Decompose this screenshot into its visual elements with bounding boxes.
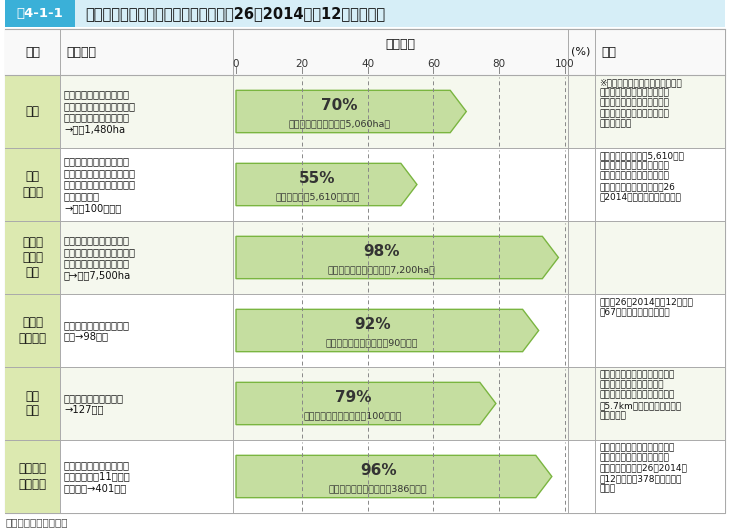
Text: ※津波被災農地については、「農
業・農村の復興マスタープラ
ン」に基づき、被災農地の営
農再開に向けて、農地復旧や
除塩を実施中: ※津波被災農地については、「農 業・農村の復興マスタープラ ン」に基づき、被災農… — [599, 78, 682, 129]
Text: 96%: 96% — [360, 463, 396, 478]
Text: 資料：農林水産省作成: 資料：農林水産省作成 — [5, 517, 67, 527]
Text: ６県（青森県、岩手県、
宮城県、福島県、茨城県、
千葉県）の津波被災農地
→２万1,480ha: ６県（青森県、岩手県、 宮城県、福島県、茨城県、 千葉県）の津波被災農地 →２万… — [64, 89, 136, 134]
Text: 100: 100 — [556, 59, 575, 69]
Text: 復旧が必要な農地海岸
→127地区: 復旧が必要な農地海岸 →127地区 — [64, 393, 124, 414]
Text: ・平成26（2014）年12月まで
に67か所で本格復旧が完了: ・平成26（2014）年12月まで に67か所で本格復旧が完了 — [599, 297, 693, 316]
Bar — [5, 75, 60, 148]
Text: 98%: 98% — [363, 244, 399, 259]
Text: 農業
経営体: 農業 経営体 — [22, 170, 43, 199]
Text: （がれき撤去済み：１万7,200ha）: （がれき撤去済み：１万7,200ha） — [327, 265, 435, 274]
Polygon shape — [236, 236, 558, 279]
Polygon shape — [236, 310, 539, 352]
Polygon shape — [236, 455, 552, 498]
Bar — [60, 221, 725, 294]
Text: （経営再開：5,610経営体）: （経営再開：5,610経営体） — [275, 192, 360, 201]
Text: 0: 0 — [233, 59, 239, 69]
Text: 主要な
排水機場: 主要な 排水機場 — [18, 316, 47, 345]
Bar — [5, 221, 60, 294]
Polygon shape — [236, 382, 496, 425]
Text: (%): (%) — [571, 47, 591, 57]
Text: 農地・農業用施設等の復旧状況（平成26（2014）年12月末現在）: 農地・農業用施設等の復旧状況（平成26（2014）年12月末現在） — [85, 6, 385, 21]
Text: 60: 60 — [427, 59, 440, 69]
Text: ・農地海岸については、おおむ
ね５年での復旧を目指す。
・太平洋に面する直轄代行区間
約5.7kmのうち、８割の堤防
復旧が完了: ・農地海岸については、おおむ ね５年での復旧を目指す。 ・太平洋に面する直轄代行… — [599, 370, 681, 421]
Bar — [60, 148, 725, 221]
Text: （営農再開可能：１万5,060ha）: （営農再開可能：１万5,060ha） — [288, 119, 391, 128]
Bar — [5, 148, 60, 221]
Text: 被害のあった青森県から
長野県までの11県の被
災地区数→401地区: 被害のあった青森県から 長野県までの11県の被 災地区数→401地区 — [64, 460, 131, 493]
Text: 被害状況: 被害状況 — [66, 46, 96, 58]
Text: 進捗状況: 進捗状況 — [385, 38, 415, 50]
Text: （復旧完了又は実施中：386地区）: （復旧完了又は実施中：386地区） — [328, 484, 428, 493]
Text: 農業集落
排水施設: 農業集落 排水施設 — [18, 463, 47, 491]
Bar — [5, 440, 60, 513]
Text: 40: 40 — [361, 59, 374, 69]
Text: ・経営を再開した約5,610経営
体は、農業生産過程の対象作
業又はその準備を一部でも再
開した経営体を含む（平成26
（2014）年２月１日時点）。: ・経営を再開した約5,610経営 体は、農業生産過程の対象作 業又はその準備を一… — [599, 151, 684, 202]
Text: 92%: 92% — [354, 316, 391, 332]
Bar — [5, 367, 60, 440]
Text: 農地の
がれき
撤去: 農地の がれき 撤去 — [22, 236, 43, 279]
Text: 項目: 項目 — [25, 46, 40, 58]
Bar — [60, 367, 725, 440]
Bar — [5, 29, 725, 75]
Text: 55%: 55% — [299, 170, 336, 186]
Text: ６県（青森県、岩手県、
宮城県、福島県、茨城県、
千葉県）の津波被害のあっ
た農業経営体
→１万100経営体: ６県（青森県、岩手県、 宮城県、福島県、茨城県、 千葉県）の津波被害のあっ た農… — [64, 156, 136, 213]
Bar — [5, 0, 75, 27]
Text: 復旧が必要な主要な排水
機場→98か所: 復旧が必要な主要な排水 機場→98か所 — [64, 320, 130, 341]
Bar — [60, 440, 725, 513]
Polygon shape — [236, 90, 466, 133]
Text: （復旧完了又は実施中：100地区）: （復旧完了又は実施中：100地区） — [304, 411, 402, 420]
Polygon shape — [236, 164, 417, 205]
Text: ・東電福島第一原発の事故によ
る避難指示区域や津波被災地
区等を除き、平成26（2014）
年12月までに378地区で復旧
が完了: ・東電福島第一原発の事故によ る避難指示区域や津波被災地 区等を除き、平成26（… — [599, 443, 687, 494]
Text: 20: 20 — [295, 59, 308, 69]
Text: 備考: 備考 — [601, 46, 616, 58]
Bar — [75, 0, 725, 27]
Text: 80: 80 — [493, 59, 506, 69]
Bar — [60, 294, 725, 367]
Text: 農地: 農地 — [26, 105, 39, 118]
Text: 図4-1-1: 図4-1-1 — [17, 7, 64, 20]
Text: 79%: 79% — [335, 390, 372, 405]
Text: （復旧完了又は実施中：90か所）: （復旧完了又は実施中：90か所） — [326, 338, 418, 347]
Text: 農地
海岸: 農地 海岸 — [26, 390, 39, 417]
Bar — [60, 75, 725, 148]
Text: 70%: 70% — [321, 98, 358, 113]
Bar — [5, 294, 60, 367]
Text: がれきが堆積していた岩
手県、宮城県、福島県（避
難指示区域を除く）の農
地→１万7,500ha: がれきが堆積していた岩 手県、宮城県、福島県（避 難指示区域を除く）の農 地→１… — [64, 235, 136, 280]
